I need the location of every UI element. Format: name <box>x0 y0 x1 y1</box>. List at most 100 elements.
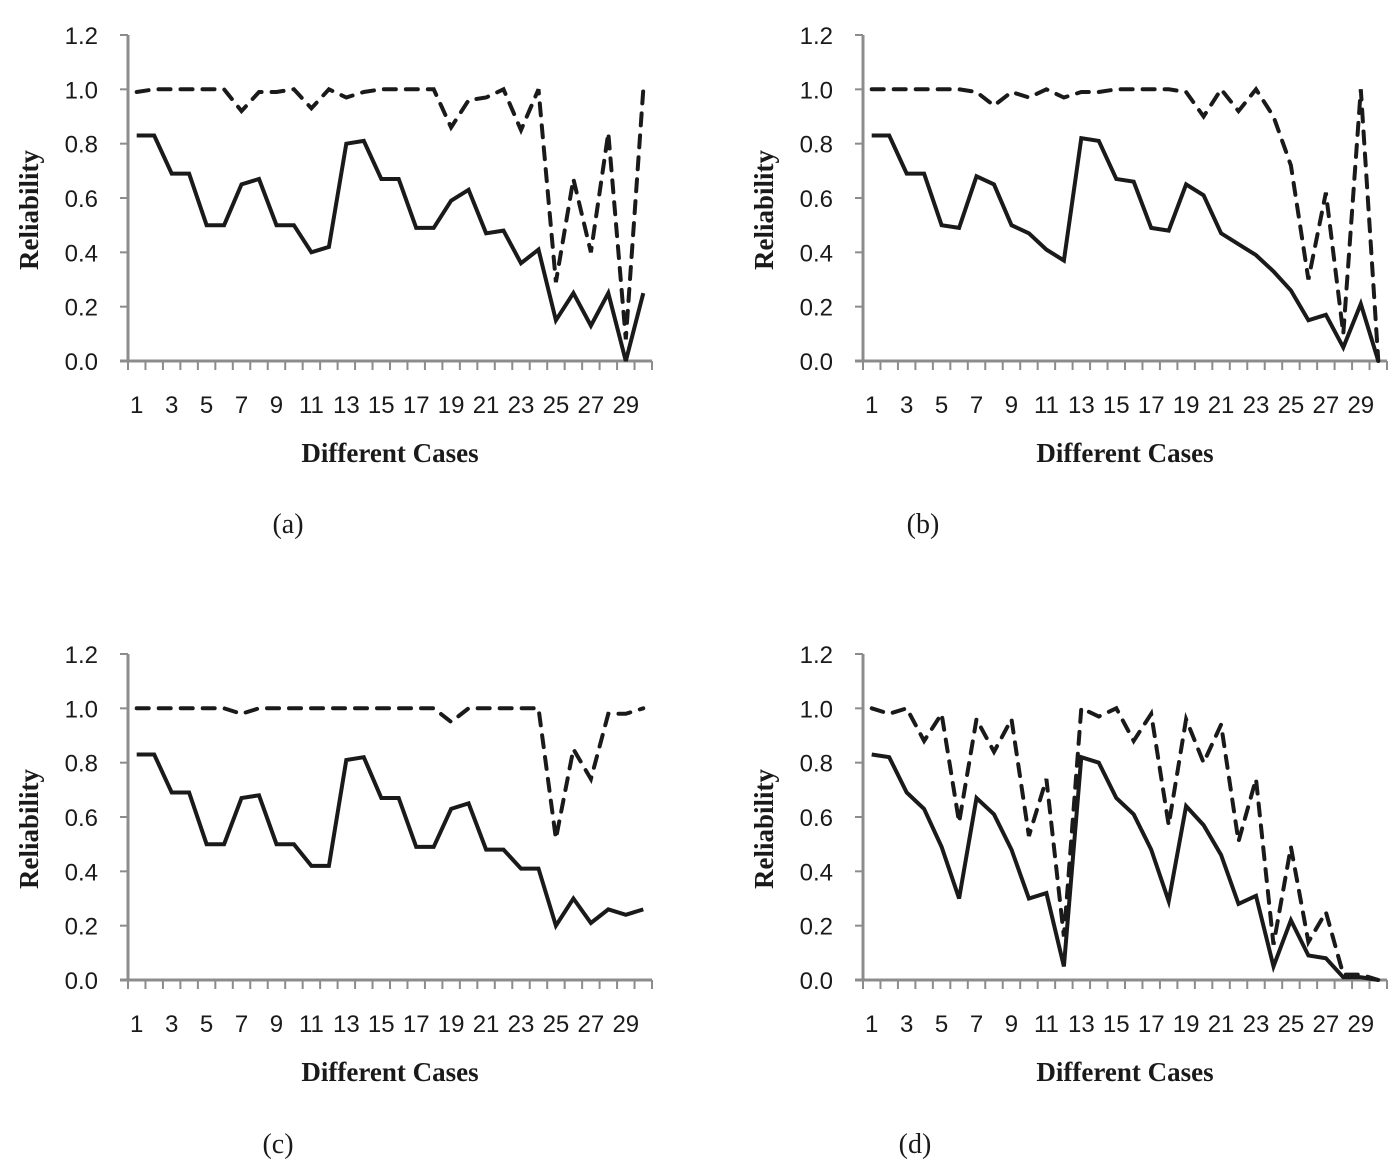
x-axis-title: Different Cases <box>301 438 478 468</box>
y-tick-label: 0.2 <box>65 914 98 941</box>
x-tick-label: 23 <box>1243 392 1270 419</box>
series-dashed-line <box>134 706 646 840</box>
x-tick-label: 23 <box>1243 1011 1270 1038</box>
y-axis-title: Reliability <box>14 150 44 270</box>
x-tick-label: 13 <box>333 1011 360 1038</box>
y-tick-label: 0.0 <box>65 349 98 376</box>
series-solid-line <box>871 133 1381 362</box>
x-tick-label: 19 <box>438 392 465 419</box>
panel-caption: (b) <box>907 509 940 540</box>
chart-panel-a: 0.00.20.40.60.81.01.21 3 5 7 9 11 13 15 17 19 21 23… <box>14 23 653 540</box>
x-tick-label: 21 <box>473 392 500 419</box>
y-tick-label: 0.4 <box>800 859 833 886</box>
chart-panel-d: 0.00.20.40.60.81.01.21 3 5 7 9 11 13 15 17 19 21 23… <box>749 642 1388 1160</box>
y-tick-label: 0.0 <box>800 349 833 376</box>
x-tick-label: 7 <box>235 392 248 419</box>
x-tick-label: 11 <box>299 1011 324 1038</box>
x-tick-label: 7 <box>970 392 983 419</box>
x-tick-label: 15 <box>368 392 395 419</box>
x-tick-label: 11 <box>299 392 324 419</box>
x-axis-title: Different Cases <box>301 1057 478 1087</box>
y-tick-label: 1.0 <box>800 77 833 104</box>
y-axis-title: Reliability <box>14 769 44 889</box>
x-tick-label: 5 <box>935 1011 948 1038</box>
y-axis-title: Reliability <box>749 150 779 270</box>
y-tick-label: 1.2 <box>65 23 98 50</box>
x-tick-label: 27 <box>578 1011 605 1038</box>
x-tick-label: 3 <box>900 1011 913 1038</box>
panel-caption: (a) <box>272 509 303 540</box>
y-axis-title: Reliability <box>749 769 779 889</box>
y-tick-label: 0.0 <box>800 968 833 995</box>
y-tick-label: 1.2 <box>800 23 833 50</box>
x-tick-label: 5 <box>200 1011 213 1038</box>
y-tick-label: 1.2 <box>65 642 98 669</box>
y-tick-label: 0.4 <box>65 240 98 267</box>
x-tick-label: 19 <box>1173 392 1200 419</box>
x-tick-label: 29 <box>1347 1011 1374 1038</box>
x-tick-label: 9 <box>270 1011 283 1038</box>
x-tick-label: 3 <box>165 392 178 419</box>
x-tick-label: 25 <box>543 1011 570 1038</box>
panel-caption: (c) <box>262 1129 293 1160</box>
y-tick-label: 1.2 <box>800 642 833 669</box>
y-tick-label: 0.6 <box>65 805 98 832</box>
x-tick-label: 23 <box>508 1011 535 1038</box>
x-tick-label: 27 <box>578 392 605 419</box>
x-tick-label: 25 <box>543 392 570 419</box>
y-tick-label: 0.6 <box>65 186 98 213</box>
x-tick-label: 29 <box>1347 392 1374 419</box>
y-tick-label: 0.2 <box>65 295 98 322</box>
x-tick-label: 27 <box>1313 392 1340 419</box>
y-tick-label: 0.0 <box>65 968 98 995</box>
chart-panel-b: 0.00.20.40.60.81.01.21 3 5 7 9 11 13 15 17 19 21 23… <box>749 23 1388 540</box>
series-dashed-line <box>134 86 646 340</box>
y-tick-label: 0.8 <box>65 751 98 778</box>
series-dashed-line <box>869 85 1381 363</box>
x-tick-label: 9 <box>270 392 283 419</box>
y-tick-label: 0.2 <box>800 914 833 941</box>
x-tick-label: 21 <box>473 1011 500 1038</box>
x-tick-label: 25 <box>1278 392 1305 419</box>
x-axis-title: Different Cases <box>1036 1057 1213 1087</box>
x-tick-label: 11 <box>1034 1011 1059 1038</box>
x-tick-label: 17 <box>403 1011 430 1038</box>
x-tick-label: 9 <box>1005 392 1018 419</box>
x-tick-label: 17 <box>1138 392 1165 419</box>
series-solid-line <box>136 133 646 362</box>
x-tick-label: 21 <box>1208 1011 1235 1038</box>
x-tick-label: 3 <box>900 392 913 419</box>
x-tick-label: 27 <box>1313 1011 1340 1038</box>
x-tick-label: 13 <box>1068 392 1095 419</box>
chart-panel-c: 0.00.20.40.60.81.01.21 3 5 7 9 11 13 15 17 19 21 23… <box>14 642 653 1160</box>
y-tick-label: 0.8 <box>65 132 98 159</box>
x-tick-label: 7 <box>235 1011 248 1038</box>
x-tick-label: 1 <box>130 392 143 419</box>
x-tick-label: 15 <box>1103 1011 1130 1038</box>
x-tick-label: 19 <box>438 1011 465 1038</box>
y-tick-label: 0.6 <box>800 186 833 213</box>
y-tick-label: 1.0 <box>800 696 833 723</box>
panel-caption: (d) <box>899 1129 932 1160</box>
x-tick-label: 13 <box>333 392 360 419</box>
x-tick-label: 1 <box>865 1011 878 1038</box>
y-tick-label: 0.2 <box>800 295 833 322</box>
x-tick-label: 11 <box>1034 392 1059 419</box>
series-dashed-line <box>869 705 1381 982</box>
x-tick-label: 17 <box>403 392 430 419</box>
x-axis-title: Different Cases <box>1036 438 1213 468</box>
x-tick-label: 23 <box>508 392 535 419</box>
x-tick-label: 29 <box>612 1011 639 1038</box>
x-tick-label: 5 <box>935 392 948 419</box>
y-tick-label: 0.8 <box>800 132 833 159</box>
x-tick-label: 15 <box>368 1011 395 1038</box>
y-tick-label: 0.4 <box>65 859 98 886</box>
series-solid-line <box>136 752 644 931</box>
y-tick-label: 0.4 <box>800 240 833 267</box>
x-tick-label: 29 <box>612 392 639 419</box>
y-tick-label: 0.6 <box>800 805 833 832</box>
x-tick-label: 13 <box>1068 1011 1095 1038</box>
x-tick-label: 17 <box>1138 1011 1165 1038</box>
y-tick-label: 1.0 <box>65 77 98 104</box>
